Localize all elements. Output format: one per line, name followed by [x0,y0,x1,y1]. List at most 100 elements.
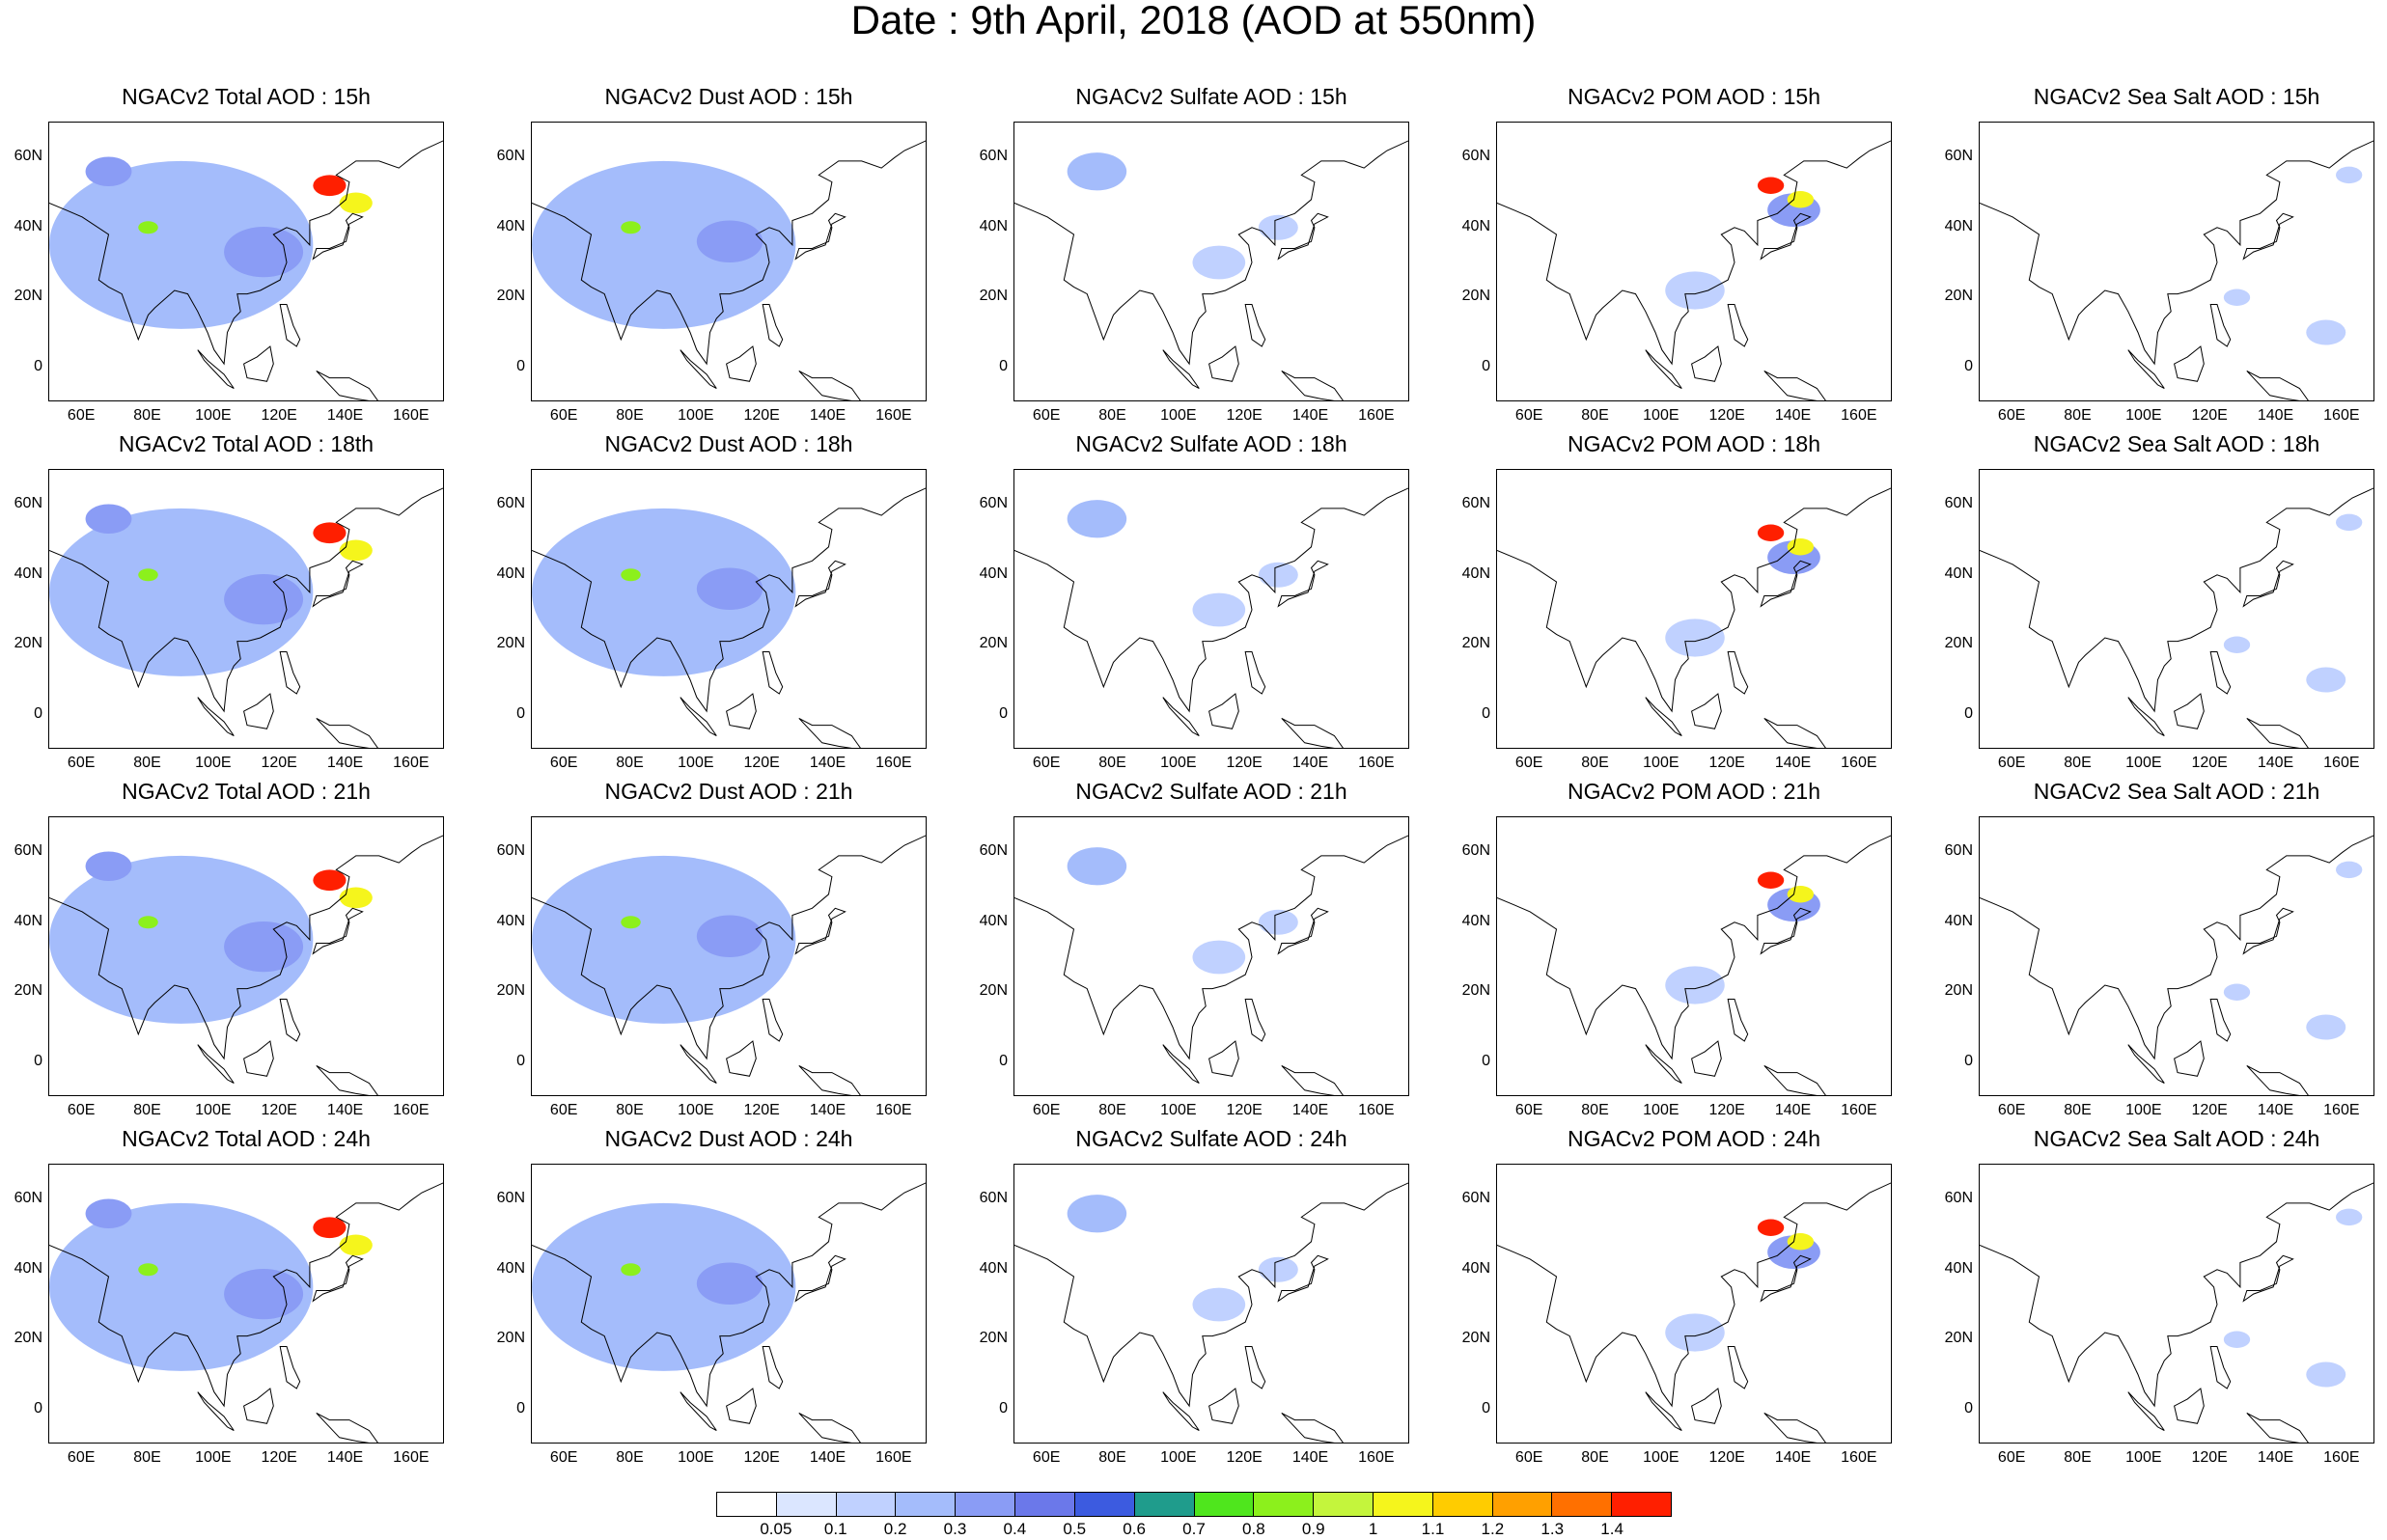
map-svg [532,487,926,748]
aod-blob [339,192,373,214]
coastline [680,1044,717,1084]
y-tick-label: 20N [496,288,525,305]
coastline [794,1254,847,1303]
coastline [1244,999,1266,1042]
coastline [1763,370,1826,400]
x-tick-label: 160E [393,1449,430,1466]
y-tick-label: 40N [1461,564,1490,582]
x-tick-label: 100E [195,1102,232,1118]
y-tick-label: 20N [14,288,42,305]
aod-blob [1192,592,1246,627]
aod-blob [1665,619,1725,657]
x-tick-label: 120E [261,1102,297,1118]
coastline [1497,140,1891,366]
x-tick-label: 140E [1291,1102,1329,1118]
aod-blob [2306,667,2346,693]
y-tick-label: 20N [1944,635,1973,652]
y-tick-label: 20N [1944,288,1973,305]
aod-blob [1192,1287,1246,1322]
coastline [2242,907,2294,955]
coastline [1281,1064,1344,1095]
x-tick-label: 140E [1291,755,1329,771]
aod-blob [313,869,347,892]
colorbar-swatch [896,1493,957,1516]
x-tick-label: 80E [1581,1449,1609,1466]
map-panel: NGACv2 Total AOD : 15h 60N 40N 20N 0 60E 80E 10… [14,84,444,424]
x-tick-label: 60E [549,1449,578,1466]
x-tick-label: 100E [195,755,232,771]
coastline [1497,487,1891,713]
x-tick-label: 80E [2064,407,2092,424]
x-tick-label: 140E [326,1102,364,1118]
aod-blob [49,508,314,676]
x-tick-label: 120E [2191,407,2228,424]
aod-blob [339,539,373,562]
map-svg [1980,487,2373,748]
x-tick-label: 120E [261,755,297,771]
map-panel: NGACv2 POM AOD : 24h 60N 40N 20N 0 60E 80E 100E… [1462,1126,1892,1466]
aod-blob [696,1262,763,1305]
coastline [1277,560,1329,608]
x-tick-label: 60E [1997,407,2026,424]
x-tick-label: 120E [2191,755,2228,771]
coastline [532,1182,926,1408]
x-tick-label: 60E [1032,1102,1061,1118]
x-tick-label: 100E [195,1449,232,1466]
colorbar-swatch [1314,1493,1374,1516]
y-tick-label: 40N [1461,1259,1490,1277]
panel-title: NGACv2 Sulfate AOD : 24h [1075,1126,1347,1151]
x-tick-label: 80E [616,1102,644,1118]
coastline [1162,697,1200,736]
coastline [680,697,717,736]
map-panel: NGACv2 POM AOD : 15h 60N 40N 20N 0 60E 80E 100E… [1462,84,1892,424]
x-tick-label: 120E [743,755,780,771]
aod-blob [1258,214,1298,240]
map-panel: NGACv2 Total AOD : 21h 60N 40N 20N 0 60E 80E 10… [14,779,444,1118]
aod-blob [1787,538,1814,556]
x-tick-label: 120E [1708,407,1745,424]
map-svg [49,1182,443,1443]
aod-blob [2306,1014,2346,1040]
y-tick-label: 60N [496,148,525,165]
x-tick-label: 160E [2323,755,2360,771]
map-area [1979,122,2374,401]
y-tick-label: 40N [14,912,42,929]
x-tick-label: 160E [2323,1102,2360,1118]
aod-blob [2336,513,2363,532]
x-tick-label: 80E [2064,1449,2092,1466]
panel-title: NGACv2 Dust AOD : 24h [604,1126,853,1151]
map-svg [532,1182,926,1443]
coastline [197,1391,235,1431]
x-tick-label: 160E [1358,1449,1395,1466]
coastline [2242,560,2294,608]
map-area [1013,816,1409,1096]
y-tick-label: 0 [1482,1399,1490,1416]
coastline [279,1346,301,1389]
y-tick-label: 60N [14,842,42,860]
map-area [48,816,444,1096]
coastline [197,349,235,389]
x-tick-label: 140E [2257,755,2294,771]
x-tick-label: 100E [1643,755,1679,771]
x-tick-label: 60E [1514,755,1543,771]
x-tick-label: 100E [2125,1102,2162,1118]
coastline [243,693,274,729]
coastline [726,1040,757,1077]
colorbar-label: 0.7 [1182,1520,1206,1538]
map-panel: NGACv2 Sulfate AOD : 15h 60N 40N 20N 0 60E 80E… [980,84,1409,424]
aod-blob [1067,152,1127,191]
aod-blob [696,220,763,262]
coastline [726,1388,757,1424]
y-tick-label: 40N [496,912,525,929]
coastline [316,370,378,400]
coastline [2246,1412,2309,1443]
coastline [243,345,274,382]
aod-blob [1258,1256,1298,1282]
coastline [49,835,443,1060]
map-svg [532,835,926,1095]
coastline [1645,349,1682,389]
x-tick-label: 160E [1841,1102,1877,1118]
colorbar-swatch [956,1493,1016,1516]
y-tick-label: 40N [1944,1259,1973,1277]
x-tick-label: 140E [2257,1449,2294,1466]
